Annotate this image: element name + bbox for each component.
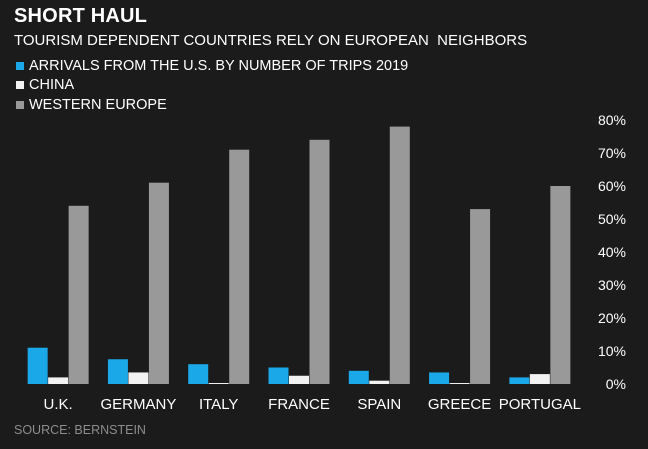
legend-item-western-europe: WESTERN EUROPE — [16, 95, 408, 115]
bar — [369, 380, 390, 384]
x-tick-label: FRANCE — [268, 396, 330, 413]
bar — [348, 370, 369, 384]
y-tick-label: 10% — [598, 343, 626, 359]
bar — [529, 374, 550, 384]
bar — [429, 372, 450, 384]
bar — [550, 186, 571, 384]
bar — [128, 372, 149, 384]
bar — [309, 139, 330, 384]
x-tick-label: SPAIN — [357, 396, 401, 413]
legend-label-us: ARRIVALS FROM THE U.S. BY NUMBER OF TRIP… — [29, 57, 409, 74]
bar — [107, 359, 128, 384]
bar — [68, 205, 89, 384]
bar — [208, 383, 229, 384]
bar — [148, 182, 169, 384]
bar — [48, 377, 69, 384]
legend-swatch-us — [16, 61, 24, 70]
source-note: SOURCE: BERNSTEIN — [14, 423, 146, 437]
y-tick-label: 70% — [598, 145, 626, 161]
y-tick-label: 60% — [598, 178, 626, 194]
bar — [389, 126, 410, 384]
x-tick-label: ITALY — [199, 396, 238, 413]
x-tick-label: GERMANY — [101, 396, 177, 413]
y-tick-label: 40% — [598, 244, 626, 260]
x-tick-label: GREECE — [428, 396, 491, 413]
bar — [470, 209, 491, 384]
bar — [27, 347, 48, 384]
y-tick-label: 20% — [598, 310, 626, 326]
bar — [509, 377, 530, 384]
legend-label-china: CHINA — [29, 77, 75, 94]
y-tick-label: 0% — [606, 376, 626, 392]
bar — [188, 364, 209, 384]
y-tick-label: 50% — [598, 211, 626, 227]
legend-item-us: ARRIVALS FROM THE U.S. BY NUMBER OF TRIP… — [16, 56, 408, 76]
legend-label-western-europe: WESTERN EUROPE — [29, 96, 167, 113]
x-tick-label: U.K. — [44, 396, 73, 413]
legend-swatch-western-europe — [16, 100, 24, 109]
bar — [289, 375, 309, 384]
legend-swatch-china — [16, 81, 24, 90]
x-tick-label: PORTUGAL — [499, 396, 581, 413]
legend-item-china: CHINA — [16, 76, 408, 96]
chart-title: SHORT HAUL — [14, 5, 148, 27]
y-tick-label: 30% — [598, 277, 626, 293]
chart-subtitle: TOURISM DEPENDENT COUNTRIES RELY ON EURO… — [14, 32, 528, 49]
y-tick-label: 80% — [598, 112, 626, 128]
legend: ARRIVALS FROM THE U.S. BY NUMBER OF TRIP… — [16, 56, 408, 115]
bar — [449, 383, 470, 384]
bar — [229, 149, 250, 384]
bar — [268, 367, 289, 384]
